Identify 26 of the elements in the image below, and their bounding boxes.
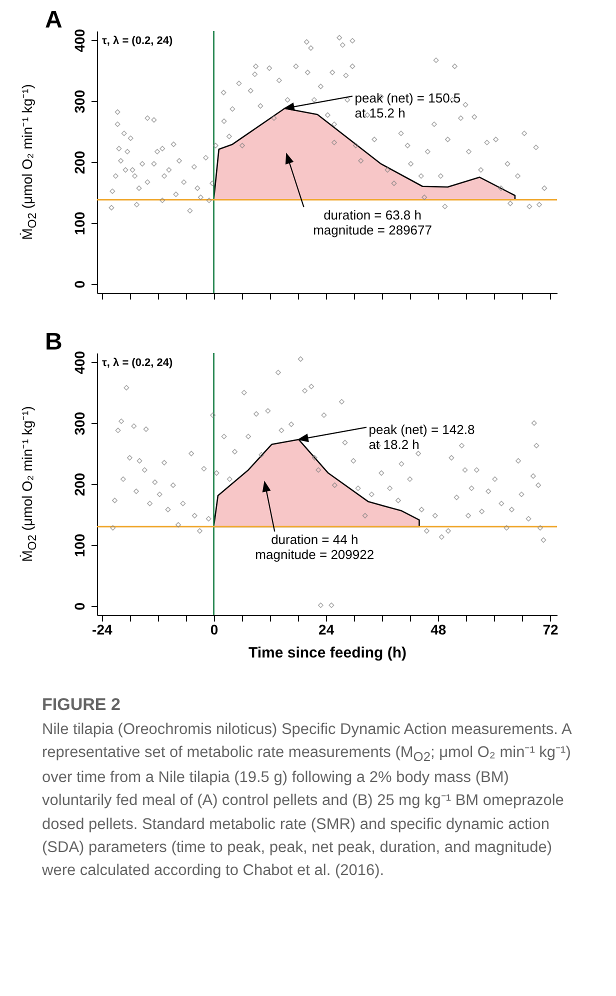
x-tick-label: -24	[92, 622, 112, 638]
y-tick-label: 400	[72, 350, 88, 374]
y-tick-label: 200	[72, 472, 88, 496]
annotation: duration = 44 h magnitude = 209922	[255, 532, 374, 562]
y-tick-label: 0	[72, 280, 88, 288]
x-tick-label: 72	[542, 622, 558, 638]
chart-title: B	[45, 328, 62, 356]
chart-title: A	[45, 6, 62, 34]
y-tick-label: 100	[72, 212, 88, 236]
text: Nile tilapia (Oreochromis niloticus) Specific Dynamic Action measurements. A representative set of metabolic rate measurements (M$_{O2}$; μmol O₂ min⁻¹ kg⁻¹) over time from a Nile tilapia (19.5 g) following a 2% body mass (BM) voluntarily fed meal of (A) control pellets and (B) 25 mg kg⁻¹ BM omeprazole dosed pellets. Standard metabolic rate (SMR) and specific dynamic action (SDA) parameters (time to peak, peak, net peak, duration, and magnitude) were calculated according to Chabot et al. (2016).	[42, 720, 571, 880]
annotation: τ, λ = (0.2, 24)	[102, 35, 173, 47]
x-axis-title: Time since feeding (h)	[248, 644, 407, 662]
y-tick-label: 300	[72, 90, 88, 114]
y-tick-label: 100	[72, 534, 88, 558]
annotation: peak (net) = 142.8 at 18.2 h	[368, 422, 475, 452]
annotation: τ, λ = (0.2, 24)	[102, 357, 173, 369]
annotation: peak (net) = 150.5 at 15.2 h	[354, 90, 461, 121]
x-tick-label: 48	[430, 622, 446, 638]
annotation: duration = 63.8 h magnitude = 289677	[313, 208, 432, 238]
y-tick-label: 200	[72, 150, 88, 174]
y-tick-label: 0	[72, 602, 88, 610]
caption: FIGURE 2	[42, 694, 122, 716]
x-tick-label: 0	[210, 622, 218, 638]
y-tick-label: 400	[72, 28, 88, 52]
x-tick-label: 24	[318, 622, 334, 638]
y-tick-label: 300	[72, 412, 88, 436]
